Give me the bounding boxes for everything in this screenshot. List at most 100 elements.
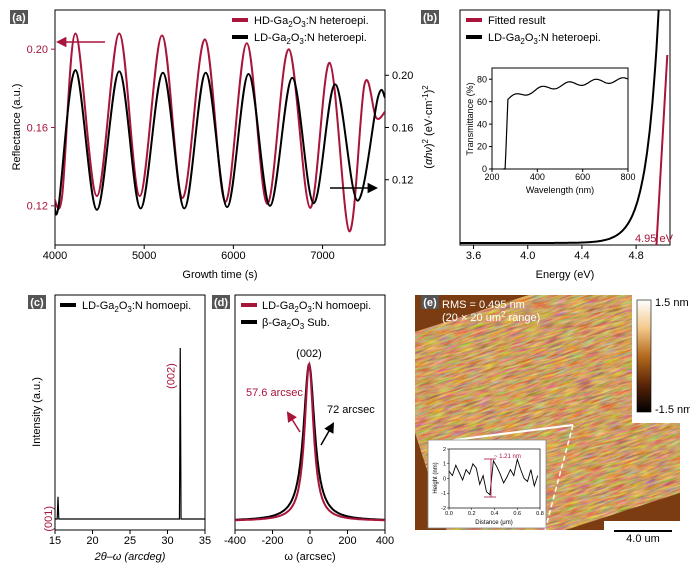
legend-b-label-fit: Fitted result [488,15,545,27]
a-yleft-tick-label: 0.16 [27,122,48,134]
panel-b-frame [459,9,671,246]
e-inset-x-tick-label: 0.4 [491,511,499,517]
panel-a-label: (a) [10,10,28,24]
panel-c-frame [54,294,206,531]
panel-e: (e) RMS = 0.495 nm (20 × 20 um2 range) 1… [415,295,690,545]
svg-text:(d): (d) [214,297,228,309]
legend-d: LD-Ga2O3:N homoepi. β-Ga2O3 Sub. [241,300,371,331]
e-inset-x-tick-label: 0.6 [513,511,521,517]
bandgap-annotation: 4.95 eV [635,233,674,245]
d-x-tick-label: 200 [338,535,356,547]
a-yright-tick-label: 0.12 [392,175,413,187]
a-yright-tick-label: 0.20 [392,70,413,82]
peak-label: (002) [165,363,177,389]
panel-d: (d) -400 -200 0 200 400 (002) 57.6 arcsec 72… [212,294,394,563]
c-x-tick-label: 25 [124,535,136,547]
d-x-tick-label: 400 [376,535,394,547]
inset-transmittance-frame [491,67,629,170]
c-x-tick-label: 30 [161,535,173,547]
svg-text:(a): (a) [12,12,26,24]
e-inset-x-tick-label: 0.0 [445,511,453,517]
inset-height-profile: 0.0 0.2 0.4 0.6 0.8 -2 -1 0 1 2 ~ 1.21 nm Distan… [427,439,547,529]
svg-text:(b): (b) [423,12,437,24]
panel-c: (c) 15 20 25 30 35 (001) (002) LD-Ga2O3:N hom… [28,294,211,563]
e-inset-y-tick-label: -2 [441,506,446,512]
color-scale-min: -1.5 nm [655,404,690,416]
inset-distance-label: Distance (μm) [475,520,512,526]
d-x-tick-label: 0 [307,535,313,547]
fwhm-arrow-black [320,422,335,446]
legend-a: HD-Ga2O3:N heteroepi. LD-Ga2O3:N heteroe… [232,15,369,46]
b-x-tick-label: 4.0 [520,250,535,262]
fwhm-arrow-red [286,411,301,433]
inset-transmittance-line [503,77,628,170]
legend-d-label-black: β-Ga2O3 Sub. [262,317,330,331]
panel-a: (a) 4000 5000 6000 7000 0.12 0.16 0.20 0.12 0.… [10,9,413,281]
panel-a-frame [54,9,386,246]
rms-text: RMS = 0.495 nm [442,299,525,311]
y-axis-label-b: (αhν)2 (eV·cm-1)2 [421,85,435,169]
b-x-tick-label: 4.4 [574,250,589,262]
y-axis-label-c: Intensity (a.u.) [31,377,43,447]
e-inset-y-tick-label: 1 [443,462,446,468]
a-x-tick-label: 6000 [221,250,245,262]
fwhm-label-black: 72 arcsec [327,404,375,416]
a-x-tick-label: 4000 [43,250,67,262]
b-x-tick-label: 3.6 [466,250,481,262]
scale-bar-label: 4.0 um [626,533,660,545]
svg-text:(e): (e) [423,297,437,309]
height-annotation: ~ 1.21 nm [494,454,521,460]
series-ld-homoepi-xrd [55,347,205,520]
inset-x-label: Wavelength (nm) [526,185,594,195]
b-x-tick-label: 4.8 [628,250,643,262]
series-fitted-result [655,54,669,245]
legend-a-label-ld: LD-Ga2O3:N heteroepi. [254,32,367,46]
inset-transmittance: 200 400 600 800 0 20 40 60 80 Wavelength (nm) T… [465,67,636,195]
legend-c-label: LD-Ga2O3:N homoepi. [82,300,191,314]
d-x-tick-label: -400 [224,535,246,547]
panel-e-label: (e) [421,295,439,309]
b-inset-x-tick-label: 600 [575,172,590,182]
b-inset-y-tick-label: 20 [477,142,487,152]
inset-height-line [448,457,539,496]
a-yleft-tick-label: 0.12 [27,201,48,213]
panel-d-label: (d) [212,295,230,309]
a-x-tick-label: 7000 [310,250,334,262]
panel-c-label: (c) [28,295,46,309]
d-peak-label: (002) [296,348,322,360]
e-inset-y-tick-label: 2 [443,447,446,453]
x-axis-label-a: Growth time (s) [182,269,257,281]
svg-text:(c): (c) [30,297,44,309]
inset-height-label: Height (nm) [433,462,439,493]
e-inset-x-tick-label: 0.2 [468,511,476,517]
x-axis-label-b: Energy (eV) [536,269,595,281]
legend-a-label-hd: HD-Ga2O3:N heteroepi. [254,15,369,29]
a-x-tick-label: 5000 [132,250,156,262]
c-x-tick-label: 15 [49,535,61,547]
inset-y-label: Transmittance (%) [465,82,475,155]
e-inset-x-tick-label: 0.8 [536,511,544,517]
a-yleft-tick-label: 0.20 [27,44,48,56]
series-ld-homoepi-rocking-curve [235,361,385,522]
e-inset-y-tick-label: 0 [443,476,446,482]
d-x-tick-label: -200 [261,535,283,547]
color-scale-bar [636,299,652,413]
b-inset-y-tick-label: 80 [477,74,487,84]
legend-c: LD-Ga2O3:N homoepi. [60,300,191,314]
x-axis-label-d: ω (arcsec) [284,551,335,563]
series-ld-heteroepi-absorption [460,10,660,244]
e-inset-y-tick-label: -1 [441,491,446,497]
series-hd-heteroepi-line [55,32,385,233]
panel-b-label: (b) [421,10,439,24]
legend-b-label-ld: LD-Ga2O3:N heteroepi. [488,32,601,46]
legend-d-label-red: LD-Ga2O3:N homoepi. [262,300,371,314]
profile-line [453,424,574,441]
b-inset-y-tick-label: 40 [477,119,487,129]
peak-label: (001) [43,506,55,532]
b-inset-y-tick-label: 60 [477,97,487,107]
profile-guide-right [544,424,574,531]
c-x-tick-label: 35 [199,535,211,547]
c-x-tick-label: 20 [86,535,98,547]
b-inset-y-tick-label: 0 [482,164,487,174]
